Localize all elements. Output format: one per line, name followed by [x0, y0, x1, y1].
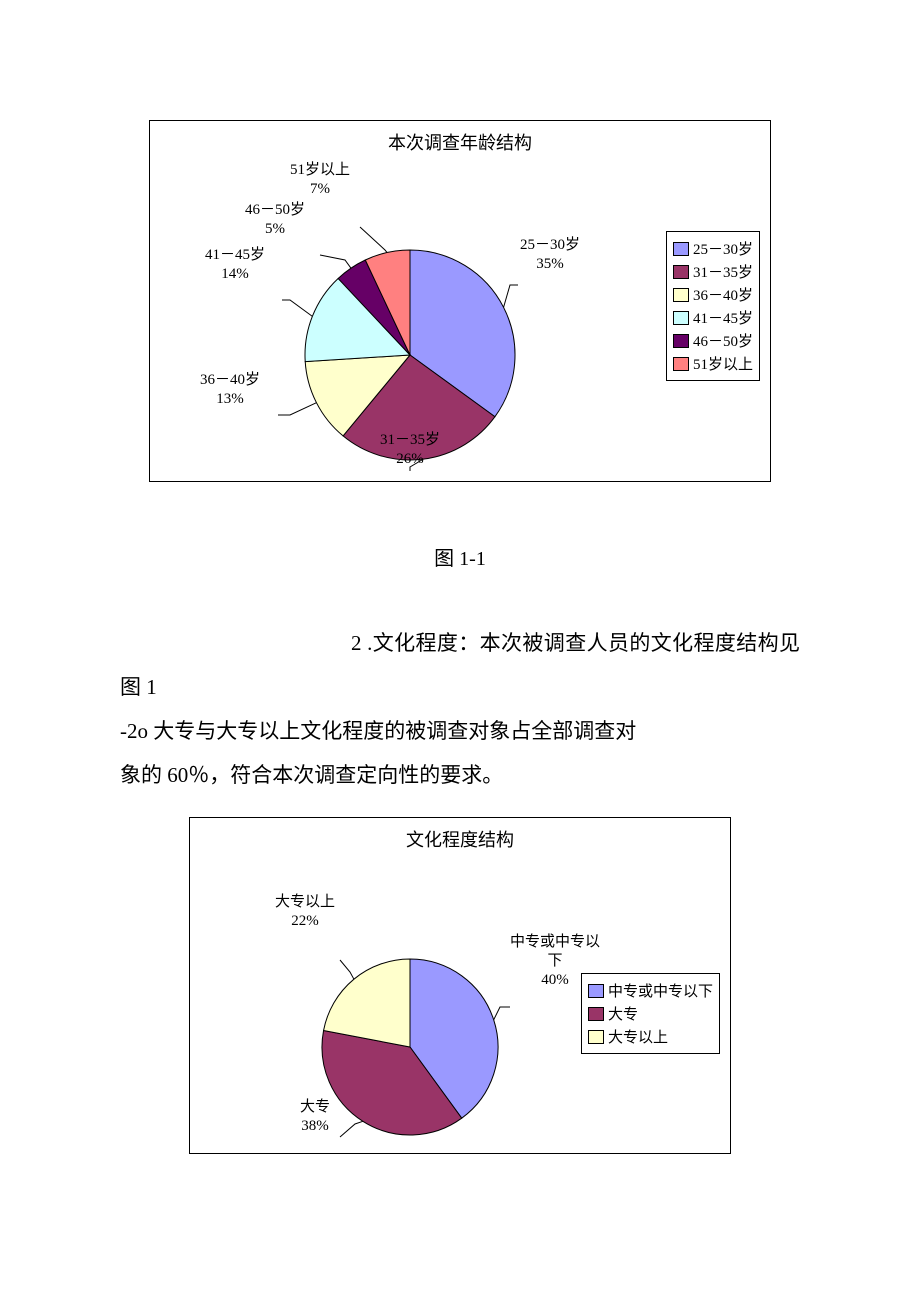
- paragraph-line3: 象的 60％，符合本次调查定向性的要求。: [120, 753, 800, 797]
- legend-item: 中专或中专以下: [588, 980, 713, 1001]
- legend-label: 31－35岁: [693, 261, 753, 282]
- chart1-legend: 25－30岁 31－35岁 36－40岁 41－45岁 46－50岁 51岁以上: [666, 231, 760, 381]
- legend-label: 36－40岁: [693, 284, 753, 305]
- leader-line: [494, 1007, 510, 1020]
- legend-item: 大专: [588, 1003, 713, 1024]
- legend-label: 大专以上: [608, 1026, 668, 1047]
- slice-label-41-45: 41－45岁14%: [205, 246, 265, 284]
- leader-line: [340, 1122, 363, 1138]
- paragraph-line1: 2 .文化程度：本次被调查人员的文化程度结构见图 1: [120, 621, 800, 709]
- legend-item: 25－30岁: [673, 238, 753, 259]
- chart1-title: 本次调查年龄结构: [150, 121, 770, 155]
- legend-item: 46－50岁: [673, 330, 753, 351]
- slice-label-36-40: 36－40岁13%: [200, 371, 260, 409]
- leader-line: [340, 960, 354, 979]
- legend-label: 大专: [608, 1003, 638, 1024]
- legend-item: 大专以上: [588, 1026, 713, 1047]
- leader-line: [360, 227, 387, 253]
- slice-label-25-30: 25－30岁35%: [520, 236, 580, 274]
- slice-label-31-35: 31－35岁26%: [380, 431, 440, 469]
- legend-item: 36－40岁: [673, 284, 753, 305]
- slice-label-dazhuan: 大专38%: [300, 1098, 330, 1136]
- paragraph-line2: -2o 大专与大专以上文化程度的被调查对象占全部调查对: [120, 709, 800, 753]
- legend-swatch: [673, 288, 689, 302]
- legend-swatch: [673, 334, 689, 348]
- legend-item: 31－35岁: [673, 261, 753, 282]
- legend-label: 41－45岁: [693, 307, 753, 328]
- legend-item: 51岁以上: [673, 353, 753, 374]
- chart2-title: 文化程度结构: [190, 818, 730, 852]
- figure-caption-1: 图 1-1: [0, 542, 920, 571]
- legend-swatch: [588, 1007, 604, 1021]
- legend-item: 41－45岁: [673, 307, 753, 328]
- age-structure-chart: 本次调查年龄结构 25－30岁 31－35岁 36－40岁 41－45岁: [149, 120, 771, 482]
- leader-line: [282, 300, 312, 316]
- slice-label-51plus: 51岁以上7%: [290, 161, 350, 199]
- legend-label: 51岁以上: [693, 353, 753, 374]
- leader-line: [504, 285, 518, 307]
- leader-line: [278, 403, 316, 415]
- slice-label-46-50: 46－50岁5%: [245, 201, 305, 239]
- legend-label: 25－30岁: [693, 238, 753, 259]
- education-structure-chart: 文化程度结构 中专或中专以下 大专 大专以上 中专或中专以 下 40% 大专38: [189, 817, 731, 1154]
- legend-label: 中专或中专以下: [608, 980, 713, 1001]
- legend-swatch: [673, 357, 689, 371]
- legend-swatch: [673, 311, 689, 325]
- legend-swatch: [673, 242, 689, 256]
- slice-label-zhongzhuan: 中专或中专以 下 40%: [510, 933, 600, 989]
- legend-label: 46－50岁: [693, 330, 753, 351]
- chart2-legend: 中专或中专以下 大专 大专以上: [581, 973, 720, 1054]
- legend-swatch: [588, 1030, 604, 1044]
- slice-label-dazhuan-above: 大专以上22%: [275, 893, 335, 931]
- leader-line: [320, 255, 351, 268]
- legend-swatch: [673, 265, 689, 279]
